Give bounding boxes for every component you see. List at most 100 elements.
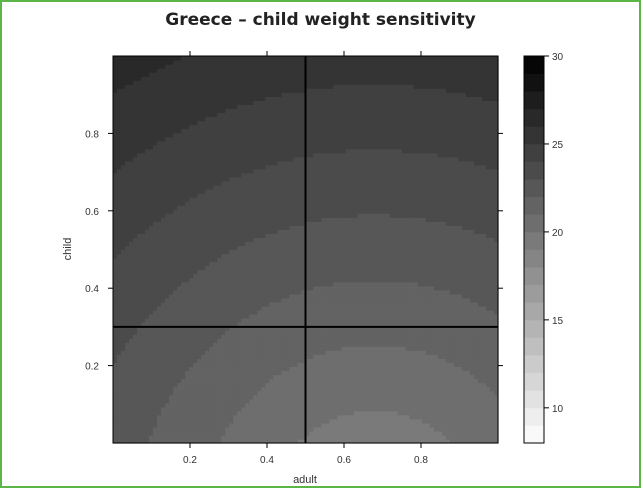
heatmap-cell: [161, 209, 166, 214]
heatmap-cell: [149, 193, 154, 198]
heatmap-cell: [181, 128, 186, 134]
heatmap-cell: [257, 406, 262, 412]
heatmap-cell: [189, 289, 194, 295]
heatmap-cell: [297, 370, 303, 376]
heatmap-cell: [281, 418, 287, 424]
heatmap-cell: [301, 334, 307, 339]
heatmap-cell: [165, 156, 170, 162]
heatmap-cell: [217, 338, 222, 343]
heatmap-cell: [185, 366, 190, 372]
heatmap-cell: [273, 281, 279, 287]
heatmap-cell: [213, 213, 218, 218]
heatmap-cell: [253, 406, 258, 412]
heatmap-cell: [153, 378, 158, 384]
heatmap-cell: [129, 297, 134, 303]
heatmap-cell: [317, 346, 323, 351]
heatmap-cell: [317, 309, 323, 315]
heatmap-cell: [133, 406, 138, 412]
heatmap-cell: [301, 128, 307, 134]
heatmap-cell: [269, 68, 275, 73]
heatmap-cell: [133, 164, 138, 170]
heatmap-cell: [273, 120, 279, 126]
heatmap-cell: [245, 152, 250, 158]
heatmap-cell: [245, 273, 250, 279]
heatmap-cell: [209, 124, 214, 130]
heatmap-cell: [189, 390, 194, 396]
heatmap-cell: [185, 168, 190, 174]
heatmap-cell: [305, 301, 311, 307]
heatmap-cell: [281, 140, 287, 146]
heatmap-cell: [229, 426, 234, 432]
heatmap-cell: [289, 68, 295, 73]
heatmap-cell: [129, 189, 134, 194]
heatmap-cell: [201, 72, 206, 77]
heatmap-cell: [241, 205, 246, 210]
heatmap-cell: [305, 241, 311, 247]
heatmap-cell: [265, 422, 271, 428]
heatmap-cell: [253, 176, 258, 182]
heatmap-cell: [185, 422, 190, 428]
heatmap-cell: [273, 293, 279, 299]
heatmap-cell: [281, 257, 287, 263]
heatmap-cell: [209, 257, 214, 263]
heatmap-cell: [193, 285, 198, 291]
heatmap-cell: [245, 100, 250, 105]
heatmap-cell: [121, 180, 126, 186]
heatmap-cell: [121, 305, 126, 311]
heatmap-cell: [141, 176, 146, 182]
heatmap-cell: [145, 354, 150, 359]
heatmap-cell: [165, 249, 170, 255]
heatmap-cell: [209, 382, 214, 388]
heatmap-cell: [133, 92, 138, 97]
heatmap-cell: [137, 108, 142, 114]
heatmap-cell: [301, 277, 307, 283]
heatmap-cell: [229, 330, 234, 335]
heatmap-cell: [305, 257, 311, 263]
heatmap-cell: [177, 358, 182, 363]
heatmap-cell: [161, 164, 166, 170]
heatmap-cell: [273, 301, 279, 307]
heatmap-cell: [161, 104, 166, 110]
heatmap-cell: [217, 233, 222, 239]
heatmap-cell: [293, 289, 299, 295]
heatmap-cell: [141, 362, 146, 368]
heatmap-cell: [241, 414, 246, 420]
heatmap-cell: [245, 261, 250, 267]
heatmap-cell: [117, 152, 122, 158]
heatmap-cell: [161, 116, 166, 122]
heatmap-cell: [301, 144, 307, 150]
heatmap-cell: [197, 108, 202, 114]
heatmap-cell: [209, 253, 214, 259]
heatmap-cell: [173, 221, 178, 226]
heatmap-cell: [157, 80, 162, 85]
heatmap-cell: [237, 358, 242, 363]
heatmap-cell: [161, 124, 166, 130]
heatmap-cell: [213, 144, 218, 150]
heatmap-cell: [145, 293, 150, 299]
heatmap-cell: [257, 314, 262, 319]
heatmap-cell: [225, 398, 230, 404]
heatmap-cell: [113, 160, 118, 166]
heatmap-cell: [261, 60, 266, 65]
heatmap-cell: [305, 68, 311, 73]
heatmap-cell: [117, 426, 122, 432]
heatmap-cell: [193, 205, 198, 210]
heatmap-cell: [165, 326, 170, 331]
heatmap-cell: [237, 322, 242, 327]
heatmap-cell: [277, 422, 283, 428]
heatmap-cell: [249, 434, 254, 440]
heatmap-cell: [161, 350, 166, 355]
heatmap-cell: [137, 237, 142, 243]
heatmap-cell: [177, 64, 182, 69]
heatmap-cell: [145, 414, 150, 420]
heatmap-cell: [233, 164, 238, 170]
heatmap-cell: [133, 209, 138, 214]
heatmap-cell: [301, 176, 307, 182]
heatmap-cell: [153, 342, 158, 347]
heatmap-cell: [297, 132, 303, 138]
heatmap-cell: [141, 314, 146, 319]
heatmap-cell: [185, 386, 190, 392]
heatmap-cell: [289, 269, 295, 275]
heatmap-cell: [165, 257, 170, 263]
heatmap-cell: [225, 104, 230, 110]
